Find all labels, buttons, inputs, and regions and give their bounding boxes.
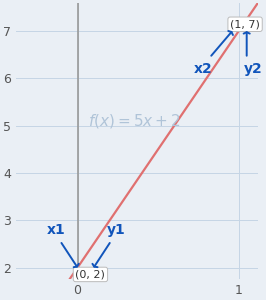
Text: y2: y2 (244, 62, 263, 76)
Text: (1, 7): (1, 7) (230, 19, 260, 29)
Text: $\mathit{f}(x) = 5x + 2$: $\mathit{f}(x) = 5x + 2$ (88, 112, 180, 130)
Text: y1: y1 (107, 223, 126, 237)
Text: (0, 2): (0, 2) (76, 269, 105, 279)
Text: x1: x1 (47, 223, 66, 237)
Text: x2: x2 (194, 62, 213, 76)
